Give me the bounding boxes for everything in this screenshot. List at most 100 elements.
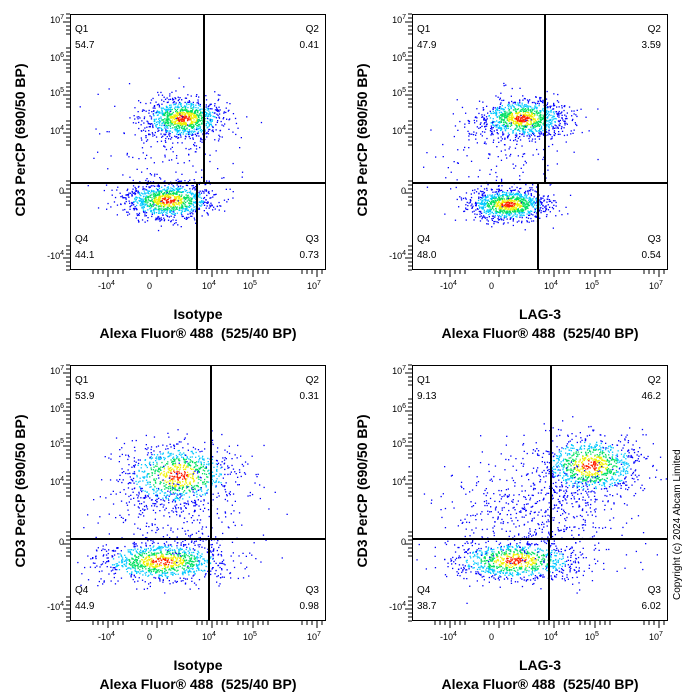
event-dot (491, 129, 492, 130)
event-dot (527, 99, 528, 100)
event-dot (151, 206, 152, 207)
event-dot (153, 467, 154, 468)
event-dot (519, 88, 520, 89)
event-dot (494, 206, 495, 207)
event-dot (530, 189, 531, 190)
event-dot (503, 134, 504, 135)
event-dot (193, 209, 194, 210)
event-dot (156, 199, 157, 200)
event-dot (516, 111, 517, 112)
event-dot (540, 212, 541, 213)
event-dot (187, 102, 188, 103)
event-dot (498, 156, 499, 157)
event-dot (163, 218, 164, 219)
event-dot (453, 113, 454, 114)
event-dot (496, 112, 497, 113)
event-dot (154, 106, 155, 107)
event-dot (127, 215, 128, 216)
event-dot (167, 213, 168, 214)
event-dot (173, 476, 174, 477)
event-dot (553, 126, 554, 127)
event-dot (508, 133, 509, 134)
event-dot (519, 188, 520, 189)
event-dot (152, 503, 153, 504)
event-dot (150, 195, 151, 196)
event-dot (185, 136, 186, 137)
event-dot (182, 489, 183, 490)
event-dot (515, 209, 516, 210)
event-dot (183, 485, 184, 486)
event-dot (496, 129, 497, 130)
event-dot (516, 133, 517, 134)
event-dot (147, 220, 148, 221)
event-dot (511, 217, 512, 218)
event-dot (167, 128, 168, 129)
event-dot (167, 202, 168, 203)
event-dot (164, 189, 165, 190)
event-dot (534, 216, 535, 217)
event-dot (493, 209, 494, 210)
event-dot (194, 187, 195, 188)
event-dot (461, 197, 462, 198)
event-dot (513, 132, 514, 133)
event-dot (165, 134, 166, 135)
event-dot (478, 198, 479, 199)
event-dot (517, 210, 518, 211)
event-dot (233, 113, 234, 114)
event-dot (161, 208, 162, 209)
event-dot (512, 120, 513, 121)
event-dot (178, 204, 179, 205)
event-dot (154, 123, 155, 124)
event-dot (197, 119, 198, 120)
event-dot (468, 123, 469, 124)
event-dot (143, 201, 144, 202)
event-dot (219, 138, 220, 139)
event-dot (163, 209, 164, 210)
event-dot (518, 129, 519, 130)
event-dot (475, 205, 476, 206)
event-dot (504, 144, 505, 145)
event-dot (501, 112, 502, 113)
event-dot (480, 191, 481, 192)
event-dot (88, 185, 89, 186)
event-dot (457, 179, 458, 180)
event-dot (180, 181, 181, 182)
event-dot (503, 196, 504, 197)
event-dot (122, 195, 123, 196)
event-dot (561, 126, 562, 127)
event-dot (477, 142, 478, 143)
event-dot (206, 132, 207, 133)
event-dot (185, 106, 186, 107)
event-dot (165, 464, 166, 465)
event-dot (186, 194, 187, 195)
event-dot (523, 136, 524, 137)
event-dot (481, 218, 482, 219)
event-dot (531, 135, 532, 136)
event-dot (513, 218, 514, 219)
event-dot (170, 124, 171, 125)
event-dot (206, 474, 207, 475)
event-dot (517, 214, 518, 215)
event-dot (185, 202, 186, 203)
event-dot (223, 118, 224, 119)
event-dot (507, 212, 508, 213)
event-dot (167, 481, 168, 482)
event-dot (140, 195, 141, 196)
event-dot (554, 105, 555, 106)
event-dot (524, 104, 525, 105)
event-dot (518, 138, 519, 139)
event-dot (571, 130, 572, 131)
event-dot (178, 202, 179, 203)
event-dot (98, 207, 99, 208)
event-dot (506, 128, 507, 129)
event-dot (553, 134, 554, 135)
event-dot (170, 126, 171, 127)
event-dot (554, 113, 555, 114)
event-dot (186, 492, 187, 493)
event-dot (122, 174, 123, 175)
event-dot (153, 115, 154, 116)
event-dot (499, 110, 500, 111)
event-dot (211, 108, 212, 109)
event-dot (510, 106, 511, 107)
event-dot (526, 162, 527, 163)
